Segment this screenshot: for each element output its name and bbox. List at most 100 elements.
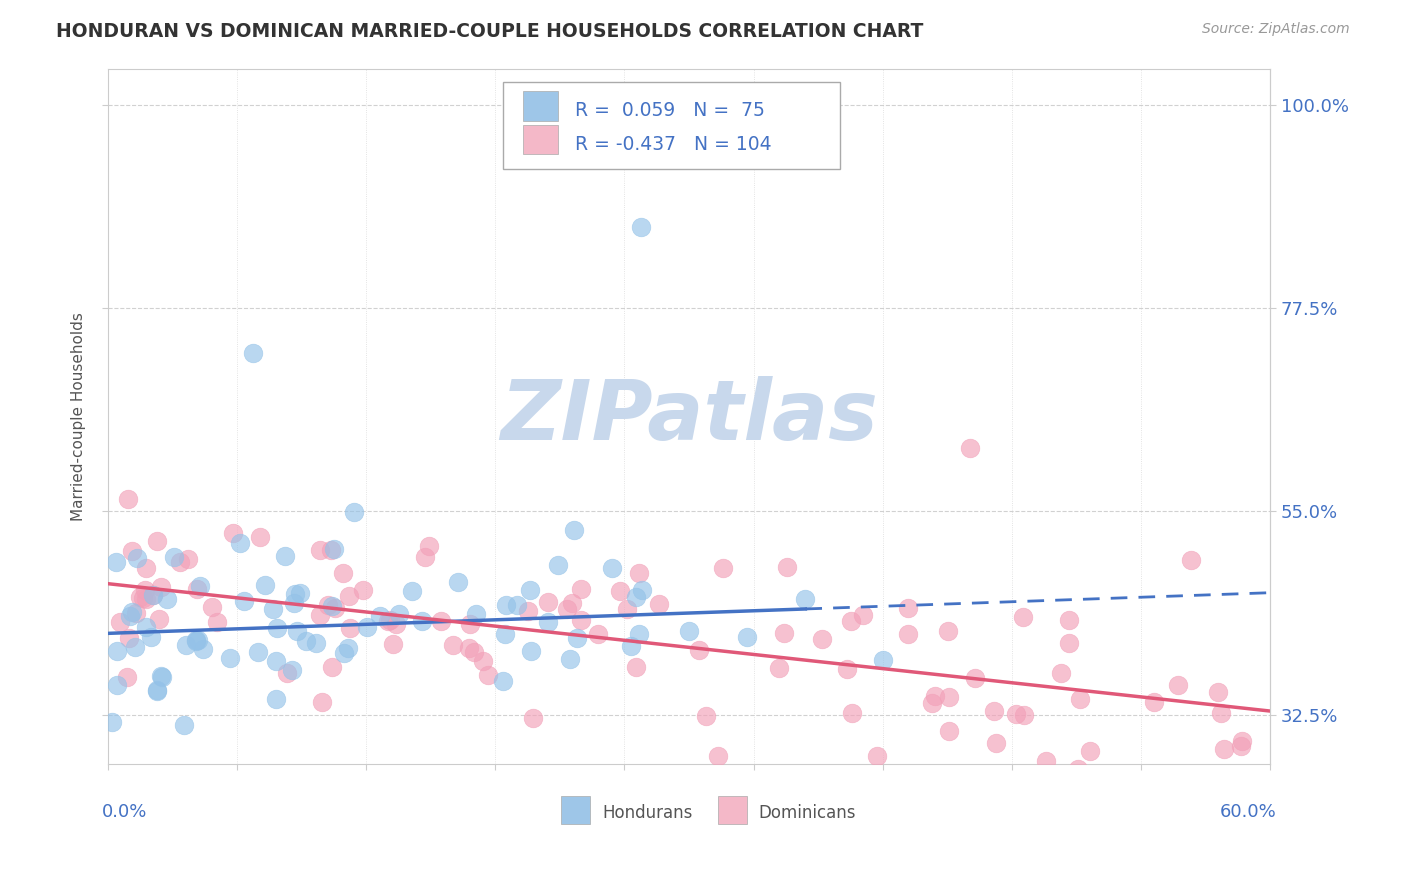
Point xyxy=(429,614,451,628)
Point xyxy=(1104,803,1126,817)
Point xyxy=(149,669,172,683)
Point xyxy=(242,346,264,360)
Point xyxy=(191,642,214,657)
Point xyxy=(600,561,623,575)
Text: Dominicans: Dominicans xyxy=(759,804,856,822)
Point xyxy=(134,583,156,598)
Point xyxy=(519,583,541,598)
Point xyxy=(522,711,544,725)
Point xyxy=(413,549,436,564)
Point xyxy=(378,613,401,627)
Point xyxy=(337,589,360,603)
Point xyxy=(135,592,157,607)
Point xyxy=(284,586,307,600)
Point xyxy=(352,582,374,597)
Point xyxy=(1057,635,1080,649)
Point xyxy=(333,647,356,661)
Point xyxy=(626,590,648,604)
Point xyxy=(316,598,339,612)
Point xyxy=(768,661,790,675)
Point xyxy=(337,640,360,655)
Point xyxy=(264,654,287,668)
Point xyxy=(630,219,652,234)
Point xyxy=(309,543,332,558)
Point xyxy=(283,596,305,610)
Point xyxy=(571,613,593,627)
Point xyxy=(1078,744,1101,758)
Point xyxy=(135,620,157,634)
Point xyxy=(1005,706,1028,721)
Point xyxy=(323,600,346,615)
Point xyxy=(852,608,875,623)
Point xyxy=(688,643,710,657)
Point xyxy=(458,617,481,632)
Point xyxy=(811,632,834,646)
Point xyxy=(262,602,284,616)
Point xyxy=(273,549,295,564)
Point xyxy=(457,641,479,656)
Point xyxy=(124,640,146,655)
Point xyxy=(495,598,517,612)
Point xyxy=(983,704,1005,718)
Point xyxy=(228,536,250,550)
Point xyxy=(321,599,343,613)
Point xyxy=(506,598,529,612)
Point xyxy=(163,549,186,564)
Point xyxy=(897,600,920,615)
Point xyxy=(560,652,582,666)
Point xyxy=(441,638,464,652)
Text: R =  0.059   N =  75: R = 0.059 N = 75 xyxy=(575,101,765,120)
FancyBboxPatch shape xyxy=(561,797,591,824)
Text: Source: ZipAtlas.com: Source: ZipAtlas.com xyxy=(1202,22,1350,37)
Point xyxy=(794,591,817,606)
Point xyxy=(648,597,671,611)
Point xyxy=(616,601,638,615)
Point xyxy=(156,591,179,606)
Point xyxy=(254,577,277,591)
Text: HONDURAN VS DOMINICAN MARRIED-COUPLE HOUSEHOLDS CORRELATION CHART: HONDURAN VS DOMINICAN MARRIED-COUPLE HOU… xyxy=(56,22,924,41)
Point xyxy=(924,689,946,703)
Point xyxy=(121,605,143,619)
Point xyxy=(141,630,163,644)
Point xyxy=(547,558,569,573)
Point xyxy=(776,559,799,574)
Point xyxy=(219,651,242,665)
Point xyxy=(465,607,488,621)
Point xyxy=(146,533,169,548)
Point xyxy=(866,748,889,763)
Point xyxy=(707,749,730,764)
Point xyxy=(536,595,558,609)
Point xyxy=(1143,695,1166,709)
Point xyxy=(135,561,157,575)
Point xyxy=(897,626,920,640)
Point xyxy=(342,505,364,519)
Point xyxy=(201,599,224,614)
Point xyxy=(311,694,333,708)
Point xyxy=(1232,733,1254,747)
Point xyxy=(323,542,346,557)
Point xyxy=(609,584,631,599)
Point xyxy=(872,653,894,667)
Point xyxy=(447,575,470,590)
Point xyxy=(569,582,592,596)
Point xyxy=(377,614,399,628)
Point xyxy=(276,665,298,680)
Point xyxy=(586,627,609,641)
Point xyxy=(105,678,128,692)
Point xyxy=(984,736,1007,750)
Text: ZIPatlas: ZIPatlas xyxy=(501,376,877,457)
Point xyxy=(624,660,647,674)
Point xyxy=(339,620,361,634)
Point xyxy=(295,634,318,648)
Point xyxy=(146,683,169,698)
Point xyxy=(1167,678,1189,692)
Point xyxy=(477,668,499,682)
Point xyxy=(841,706,863,720)
Point xyxy=(173,718,195,732)
Point xyxy=(385,617,408,632)
Text: 0.0%: 0.0% xyxy=(103,803,148,821)
Point xyxy=(388,607,411,621)
Point xyxy=(285,624,308,638)
Point xyxy=(247,644,270,658)
Point xyxy=(711,560,734,574)
